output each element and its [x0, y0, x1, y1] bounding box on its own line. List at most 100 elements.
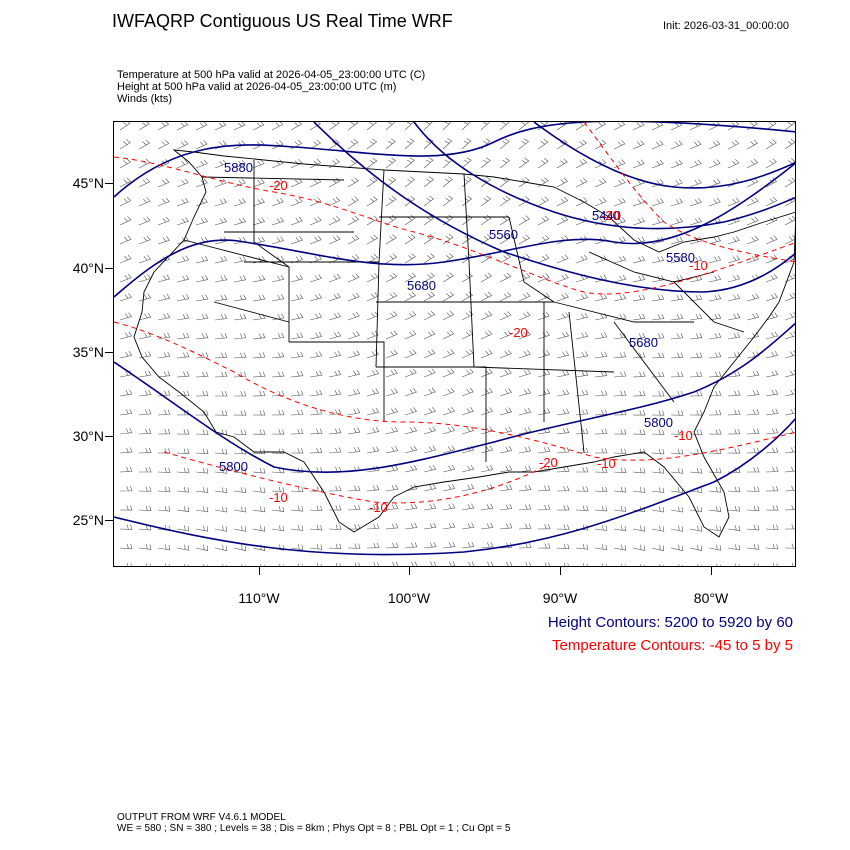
wind-barb [347, 446, 361, 454]
wind-barb [347, 350, 360, 359]
wind-barb [651, 122, 664, 131]
wind-barb [423, 253, 435, 264]
wind-barb [195, 275, 209, 283]
wind-barb [613, 371, 627, 378]
wind-barb [214, 313, 228, 321]
wind-barb [716, 563, 721, 566]
wind-barb [499, 407, 513, 416]
wind-barb [442, 214, 454, 226]
wind-barb [727, 505, 741, 512]
wind-barb [746, 428, 760, 435]
wind-barb [670, 506, 684, 513]
height-contour-label: 5680 [629, 335, 658, 350]
wind-barb [632, 313, 646, 321]
height-contour-label: 5800 [219, 459, 248, 474]
wind-barb [290, 525, 304, 531]
height-contour-label: 5440 [592, 208, 621, 223]
wind-barb [765, 350, 779, 359]
wind-barb [499, 138, 510, 150]
wind-barb [670, 159, 683, 169]
wind-barb [157, 486, 171, 493]
wind-barb [119, 139, 131, 150]
wind-barb [480, 310, 493, 321]
wind-barb [594, 139, 607, 150]
wind-barb [670, 429, 684, 435]
wind-barb [461, 484, 475, 492]
wind-barb [309, 370, 323, 378]
wind-barb [575, 254, 588, 264]
wind-barb [765, 524, 779, 530]
wind-barb [708, 159, 721, 169]
wind-barb [689, 313, 703, 321]
wind-barb [689, 255, 703, 264]
wind-barb [195, 217, 208, 226]
wind-barb [480, 445, 494, 454]
wind-barb [461, 310, 474, 321]
wind-barb [784, 273, 795, 283]
wind-barb [404, 291, 417, 302]
wind-barb [670, 313, 684, 321]
wind-barb [442, 272, 454, 283]
wind-barb [632, 275, 646, 283]
wind-barb [556, 505, 570, 511]
wind-barb [499, 484, 513, 492]
wind-barb [404, 310, 417, 321]
map-canvas: 5880 5560 5680 5680 5800 5800 5440 5580 -20 -20 -2… [114, 122, 795, 566]
wind-barb [214, 410, 228, 416]
wind-barb [347, 177, 359, 188]
wind-barb [518, 138, 530, 150]
wind-barb [518, 330, 531, 340]
wind-barb [233, 391, 247, 397]
wind-barb [195, 313, 209, 321]
wind-barb [233, 352, 247, 359]
wind-barb [233, 217, 246, 226]
temperature-contour-label: -20 [601, 208, 620, 223]
wind-barb [518, 350, 531, 359]
wind-barb [651, 178, 664, 188]
wind-barb [784, 177, 795, 188]
wind-barb [385, 272, 398, 283]
wind-barb [518, 446, 532, 454]
wind-barb [404, 542, 418, 549]
wind-barb [670, 294, 684, 302]
wind-barb [214, 506, 228, 513]
lat-label-30n: 30°N [72, 428, 104, 444]
wind-barb [309, 235, 322, 245]
wind-barb [119, 524, 133, 530]
wind-barb [252, 487, 266, 493]
wind-barb [279, 563, 284, 566]
wind-barb [385, 138, 396, 150]
wind-barb [499, 523, 513, 530]
wind-barb [689, 178, 702, 188]
wind-barb [385, 484, 399, 492]
wind-barb [309, 274, 322, 283]
wind-barb [708, 140, 721, 150]
wind-barb [461, 122, 471, 131]
wind-barb [556, 485, 570, 492]
wind-barb [328, 196, 341, 207]
wind-barb [708, 294, 722, 302]
wind-barb [195, 487, 209, 493]
wind-barb [347, 196, 359, 207]
wind-barb [385, 253, 398, 264]
wind-barb [765, 505, 779, 511]
wind-barb [366, 484, 380, 492]
wind-barb [594, 197, 607, 207]
wind-barb [727, 274, 741, 283]
wind-barb [328, 312, 341, 321]
wind-barb [765, 196, 778, 207]
wind-barb [157, 139, 170, 150]
wind-barb [214, 159, 227, 169]
wind-barb [165, 563, 170, 566]
model-config-footer: WE = 580 ; SN = 380 ; Levels = 38 ; Dis … [117, 823, 511, 834]
wind-barb [195, 525, 209, 532]
wind-barb [556, 543, 570, 550]
height-contours-layer [114, 122, 795, 556]
wind-barb [404, 407, 417, 416]
wind-barb [385, 446, 399, 454]
wind-barb [271, 409, 285, 416]
lon-tick [560, 567, 561, 575]
wind-barb [632, 122, 645, 131]
wind-barb [366, 253, 379, 264]
wind-barb [727, 293, 741, 302]
